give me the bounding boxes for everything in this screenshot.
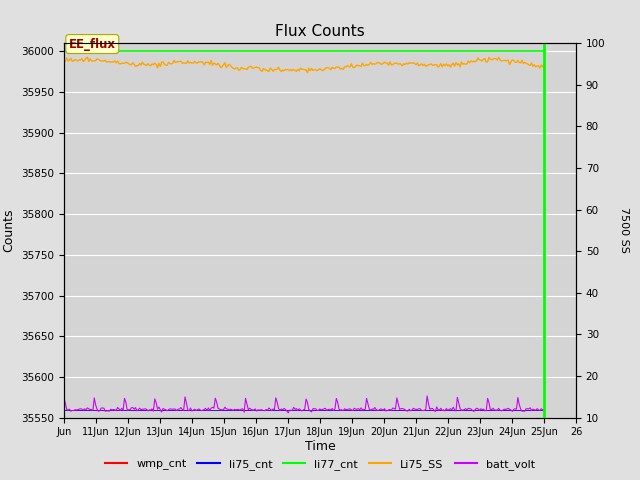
X-axis label: Time: Time: [305, 440, 335, 453]
Legend: wmp_cnt, li75_cnt, li77_cnt, Li75_SS, batt_volt: wmp_cnt, li75_cnt, li77_cnt, Li75_SS, ba…: [100, 455, 540, 474]
Title: Flux Counts: Flux Counts: [275, 24, 365, 39]
Y-axis label: Counts: Counts: [3, 209, 16, 252]
Y-axis label: 7500 SS: 7500 SS: [620, 207, 629, 253]
Text: EE_flux: EE_flux: [69, 37, 116, 50]
